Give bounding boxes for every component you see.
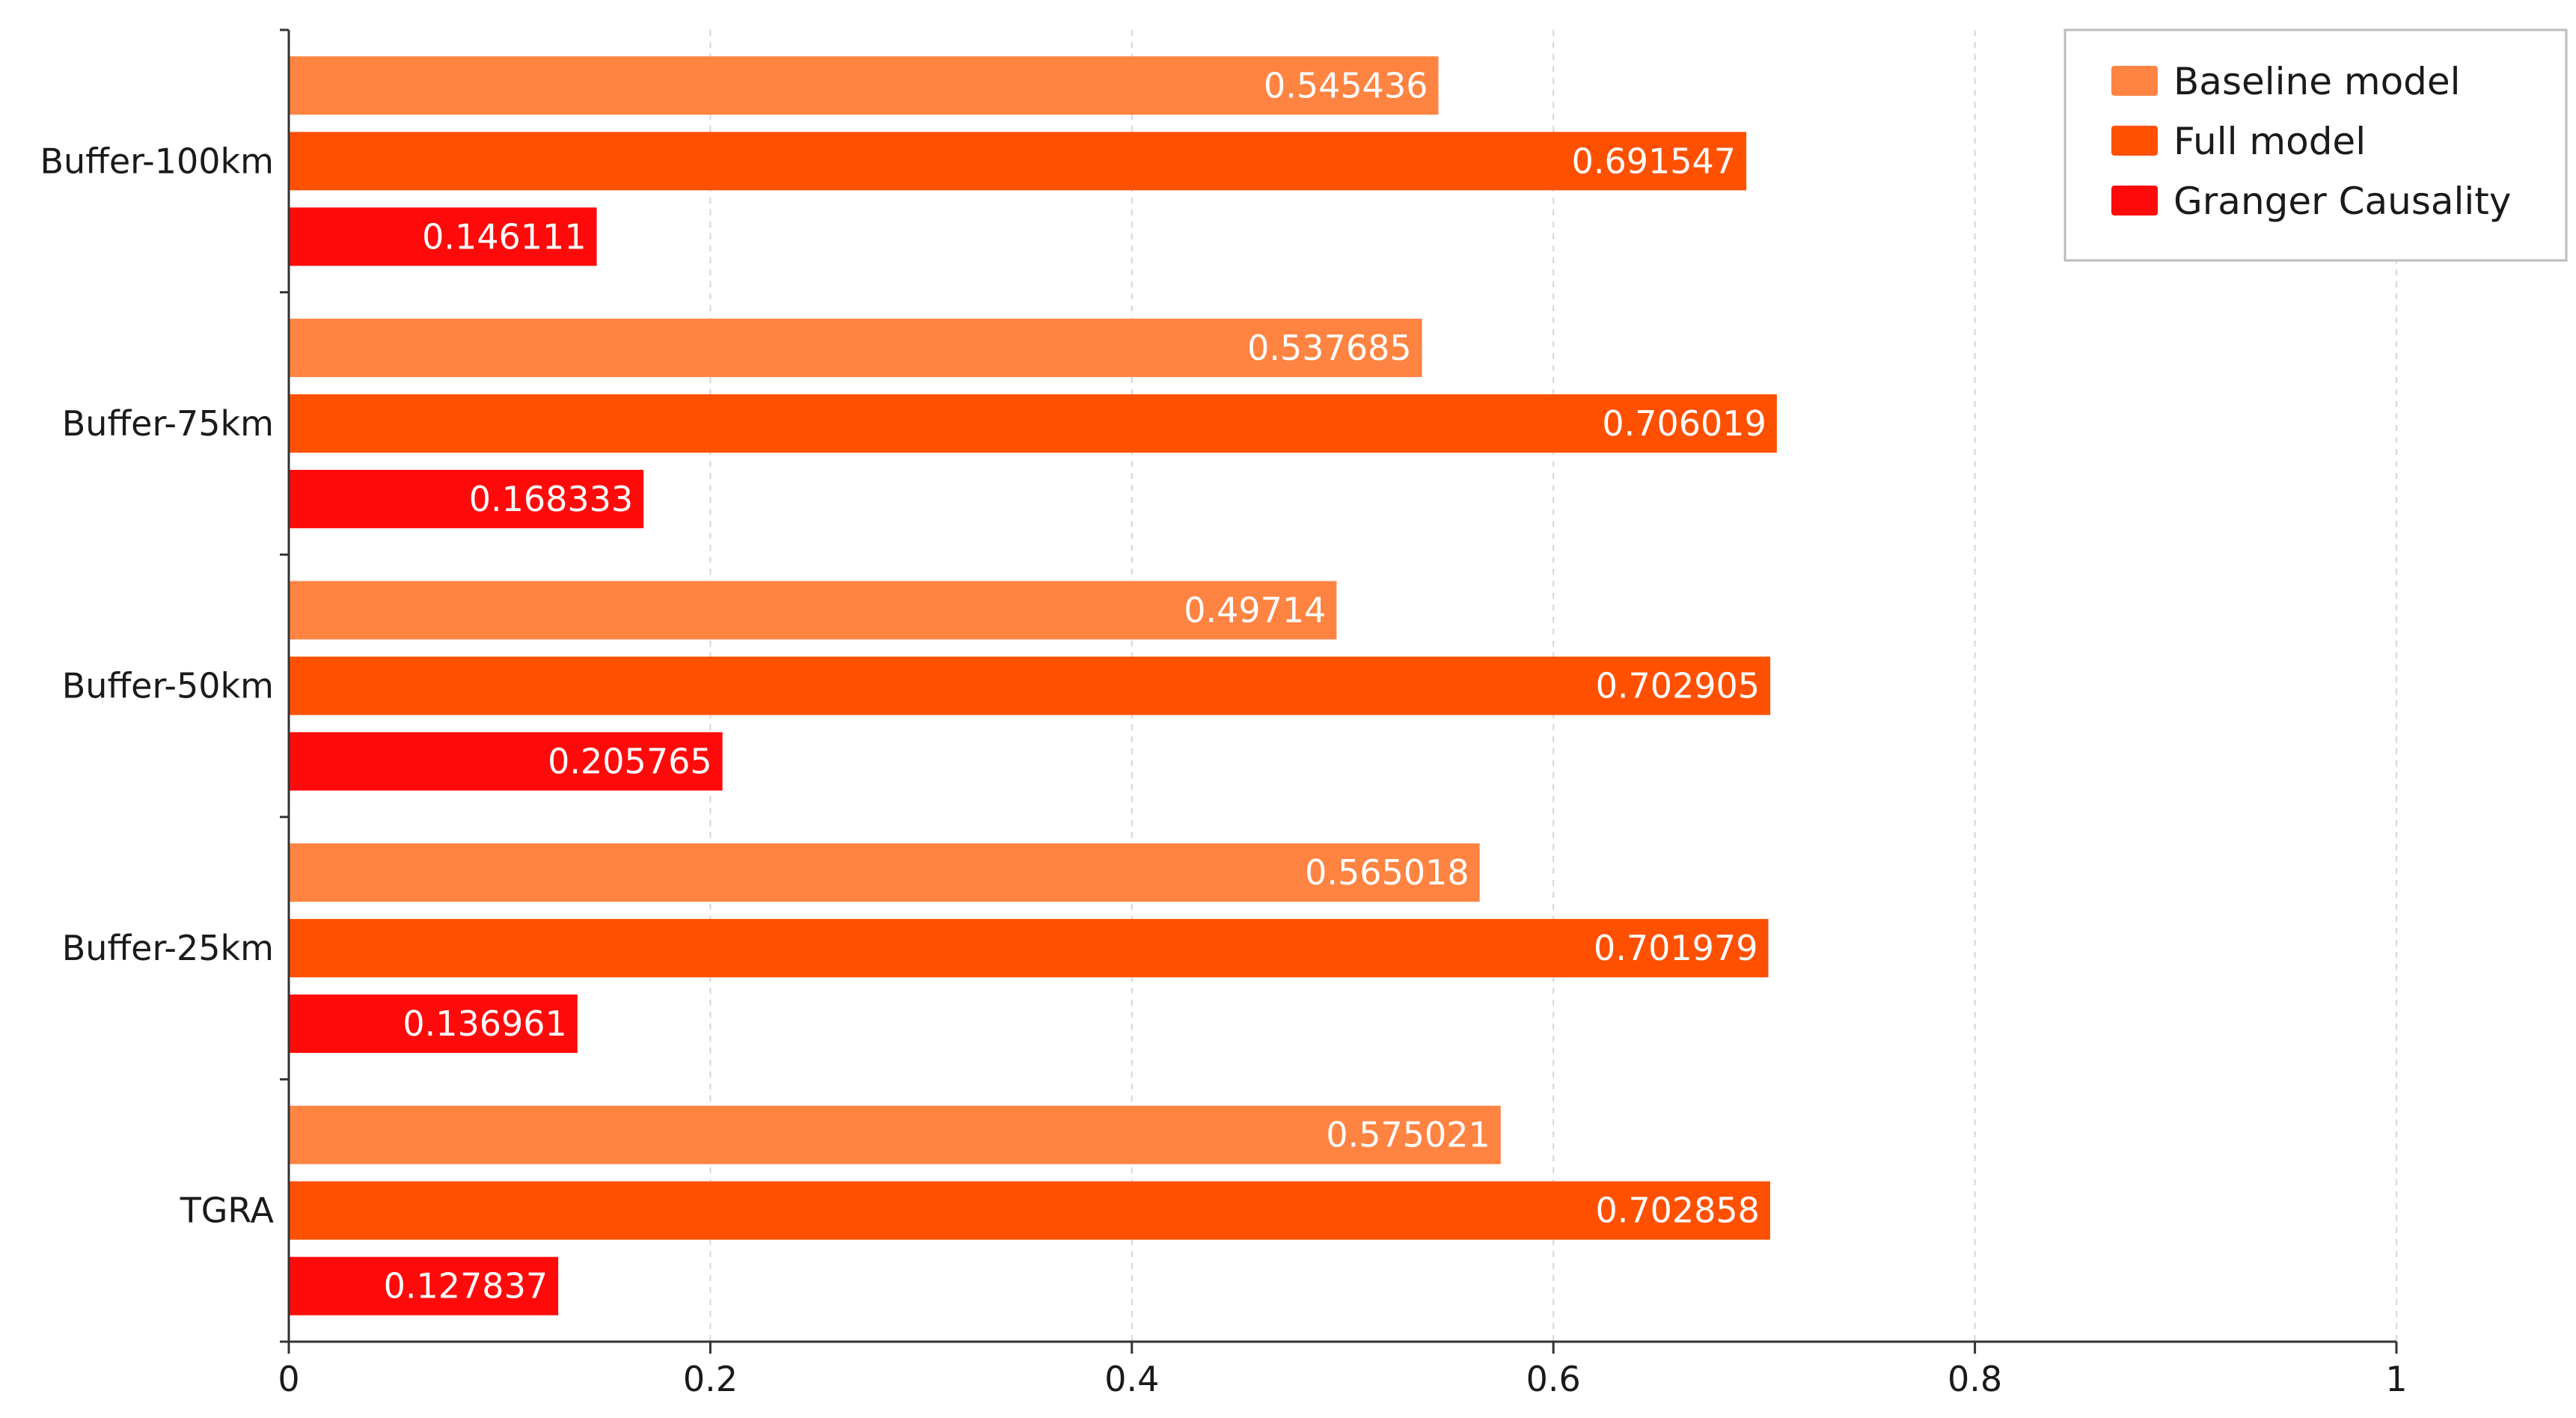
bar-Buffer-75km-baseline-model [289,318,1422,377]
data-label: 0.49714 [1184,590,1326,631]
category-label: TGRA [180,1191,275,1231]
legend-swatch-full-model [2111,126,2158,156]
bar-Buffer-50km-granger-causality [289,732,723,791]
bars: 0.545436 0.691547 0.146111 0.537685 0.706019… [289,56,1777,1315]
legend: Baseline model Full model Granger Causalit… [2063,28,2568,262]
category-label: Buffer-25km [62,928,274,968]
legend-label: Granger Causality [2173,180,2512,223]
category-label: Buffer-100km [40,141,274,181]
bar-Buffer-25km-baseline-model [289,843,1480,902]
data-label: 0.706019 [1602,403,1766,444]
data-label: 0.691547 [1572,141,1737,181]
x-tick-label: 0 [278,1359,299,1399]
x-tick-label: 0.8 [1948,1359,2002,1399]
axes: Buffer-100km Buffer-75km Buffer-50km Buffer… [40,28,2408,1399]
bar-TGRA-full-model [289,1181,1770,1240]
x-tick-label: 1 [2385,1359,2407,1399]
data-label: 0.127837 [384,1266,548,1307]
bar-Buffer-25km-granger-causality [289,994,578,1054]
bar-Buffer-50km-full-model [289,656,1771,715]
x-tick-label: 0.4 [1104,1359,1159,1399]
data-label: 0.702858 [1595,1191,1760,1231]
legend-label: Full model [2173,120,2366,163]
data-label: 0.575021 [1326,1115,1490,1155]
data-label: 0.146111 [422,216,587,257]
data-label: 0.702905 [1596,666,1760,706]
legend-swatch-baseline-model [2111,66,2158,96]
data-label: 0.136961 [403,1003,567,1044]
legend-label: Baseline model [2173,60,2461,103]
category-label: Buffer-75km [62,403,274,444]
data-label: 0.168333 [469,479,634,519]
bar-TGRA-baseline-model [289,1105,1501,1164]
bar-Buffer-50km-baseline-model [289,581,1337,640]
bar-Buffer-100km-baseline-model [289,56,1439,115]
bar-Buffer-100km-granger-causality [289,207,597,266]
legend-swatch-granger-causality [2111,186,2158,216]
data-label: 0.537685 [1247,328,1412,368]
data-label: 0.545436 [1264,65,1428,106]
x-tick-label: 0.2 [683,1359,738,1399]
data-label: 0.205765 [548,742,712,782]
bar-Buffer-25km-full-model [289,919,1769,978]
x-tick-label: 0.6 [1526,1359,1581,1399]
bar-Buffer-75km-granger-causality [289,469,644,528]
category-label: Buffer-50km [62,666,274,706]
bar-TGRA-granger-causality [289,1256,559,1315]
bar-Buffer-75km-full-model [289,394,1777,453]
data-label: 0.565018 [1305,852,1469,893]
bar-Buffer-100km-full-model [289,132,1747,191]
data-label: 0.701979 [1594,928,1758,968]
